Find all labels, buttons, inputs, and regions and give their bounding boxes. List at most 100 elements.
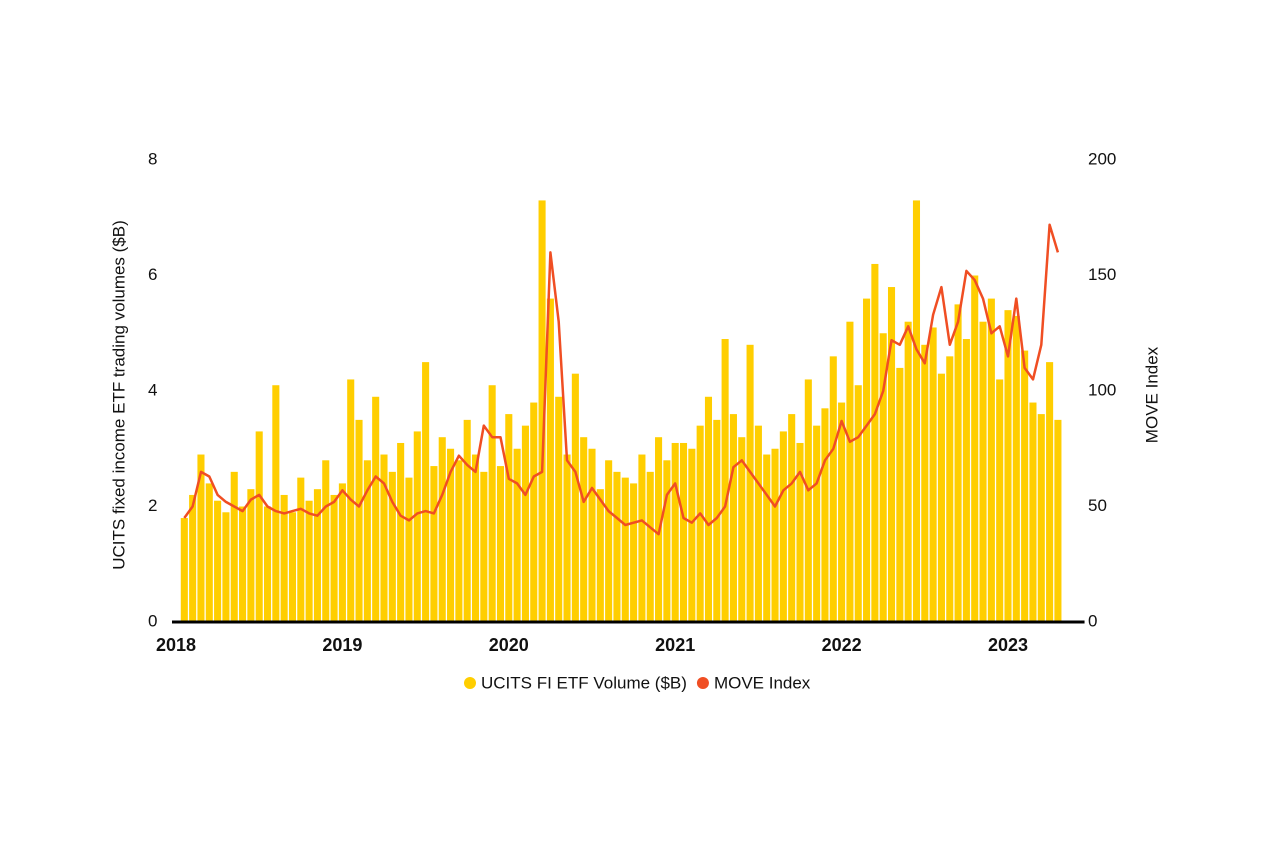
bar — [1037, 414, 1045, 622]
y-tick-label: 4 — [148, 380, 157, 399]
legend-marker — [696, 677, 709, 689]
bar — [214, 500, 222, 622]
bar — [921, 344, 929, 622]
bar — [197, 454, 205, 622]
bar — [946, 356, 954, 622]
bar — [796, 442, 804, 622]
bar — [513, 448, 521, 622]
legend-label: UCITS FI ETF Volume ($B) — [481, 673, 687, 692]
bar — [205, 483, 213, 622]
bar — [571, 373, 579, 622]
x-tick-label: 2018 — [156, 635, 196, 655]
bar — [937, 373, 945, 622]
bar — [247, 489, 255, 622]
bar — [355, 419, 363, 622]
bar — [455, 460, 463, 622]
bar — [896, 367, 904, 622]
bar — [979, 321, 987, 622]
bar — [954, 304, 962, 622]
bar — [838, 402, 846, 622]
bar — [413, 431, 421, 622]
line — [183, 223, 1060, 536]
bar — [846, 321, 854, 622]
bar — [663, 460, 671, 622]
y-tick-label: 2 — [148, 496, 157, 515]
bar — [521, 425, 529, 622]
bar — [272, 385, 280, 622]
bar — [230, 471, 238, 622]
bar — [338, 483, 346, 622]
y-tick-label: 8 — [148, 149, 157, 168]
y2-tick-label: 50 — [1088, 496, 1107, 515]
bar — [704, 396, 713, 622]
bar — [863, 298, 871, 622]
bar — [563, 454, 571, 622]
bar — [1029, 402, 1037, 622]
bar — [763, 454, 771, 622]
x-tick-label: 2023 — [988, 635, 1028, 655]
bar — [380, 454, 388, 622]
x-tick-label: 2021 — [655, 635, 695, 655]
bar — [447, 448, 455, 622]
bar — [738, 437, 746, 622]
bar — [555, 396, 563, 622]
x-tick-label: 2022 — [822, 635, 862, 655]
bar — [372, 396, 380, 622]
bar — [871, 263, 879, 622]
bar — [729, 414, 737, 622]
bar — [613, 471, 621, 622]
bar — [696, 425, 704, 622]
bar — [488, 385, 496, 622]
bar — [912, 200, 921, 623]
bar — [821, 408, 829, 622]
bar — [804, 379, 812, 622]
legend-marker — [464, 677, 476, 689]
bar — [322, 460, 330, 622]
y-tick-label: 0 — [148, 611, 157, 630]
bar — [180, 518, 188, 622]
bar — [438, 437, 446, 622]
bar — [887, 287, 896, 622]
bar — [496, 466, 505, 622]
bar — [679, 442, 688, 622]
bar — [630, 483, 638, 622]
x-tick-label: 2020 — [489, 635, 529, 655]
bar — [646, 471, 654, 622]
bar — [189, 494, 197, 622]
bar — [638, 454, 646, 622]
bar — [222, 512, 230, 622]
bar — [754, 425, 762, 622]
bar — [904, 321, 912, 622]
bar — [363, 460, 371, 622]
bar — [771, 448, 779, 622]
bar — [405, 477, 413, 622]
bar — [779, 431, 787, 622]
bar — [297, 477, 305, 622]
bar — [313, 489, 321, 622]
y-tick-label: 6 — [148, 265, 157, 284]
bar — [255, 431, 263, 622]
y2-tick-label: 200 — [1088, 149, 1116, 168]
bar — [721, 339, 729, 622]
bar — [605, 460, 613, 622]
bar — [397, 442, 405, 622]
bar — [671, 442, 679, 622]
y2-axis-label: MOVE Index — [1142, 346, 1161, 443]
bar — [422, 362, 430, 622]
bar — [305, 500, 313, 622]
bar — [829, 356, 837, 622]
y-axis-label: UCITS fixed income ETF trading volumes (… — [109, 220, 128, 570]
bar — [463, 419, 471, 622]
y2-tick-label: 100 — [1088, 380, 1116, 399]
y2-tick-label: 0 — [1088, 611, 1097, 630]
bar — [280, 494, 288, 622]
bar — [588, 448, 596, 622]
bar — [430, 466, 438, 622]
legend-label: MOVE Index — [714, 673, 811, 692]
bar — [580, 437, 588, 622]
bar — [530, 402, 538, 622]
bar — [288, 512, 297, 622]
bar — [330, 494, 338, 622]
bar — [621, 477, 629, 622]
bar — [713, 419, 721, 622]
